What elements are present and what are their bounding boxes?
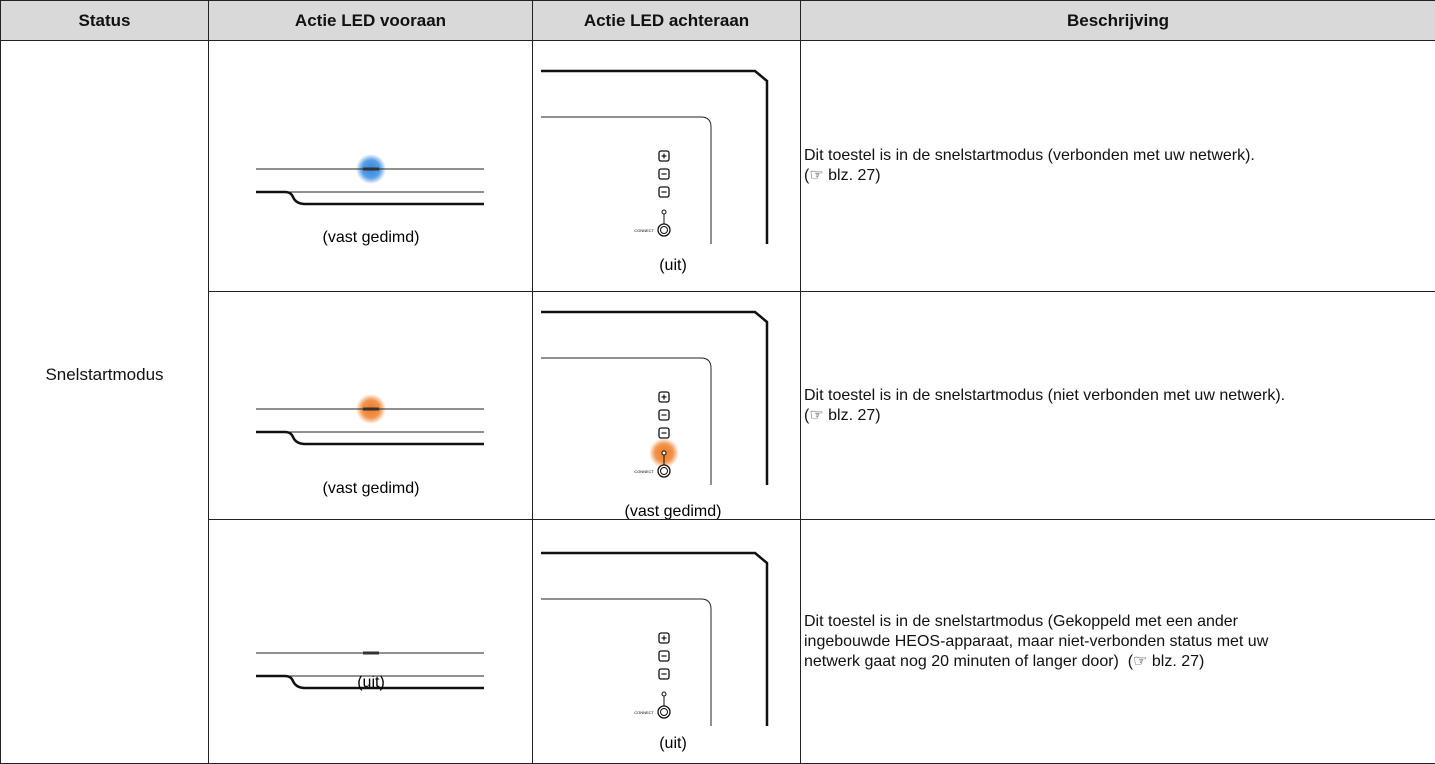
front-illustration: (vast gedimd) <box>209 292 532 519</box>
front-cell: (vast gedimd) <box>209 292 533 520</box>
front-cell: (uit) <box>209 520 533 764</box>
led-bar <box>363 652 379 655</box>
description-line: ingebouwde HEOS-apparaat, maar niet-verb… <box>804 632 1435 652</box>
description-line: (☞ blz. 27) <box>804 406 1435 426</box>
description-cell: Dit toestel is in de snelstartmodus (nie… <box>801 292 1435 520</box>
rear-cell: CONNECT (vast gedimd) <box>533 292 801 520</box>
caption: (vast gedimd) <box>323 480 420 497</box>
header-cell: Actie LED achteraan <box>533 1 801 41</box>
led-dot <box>662 692 666 696</box>
front-illustration: (vast gedimd) <box>209 41 532 291</box>
connect-button <box>658 465 670 477</box>
row: (vast gedimd) CONNECT (vast gedimd) Dit toe… <box>1 292 1435 520</box>
header-cell: Actie LED vooraan <box>209 1 533 41</box>
body-edge <box>256 432 484 444</box>
connect-label: CONNECT <box>634 710 654 715</box>
connect-button <box>658 706 670 718</box>
row: Snelstartmodus(vast gedimd)CONNECT(uit)D… <box>1 41 1435 292</box>
status-cell: Snelstartmodus <box>1 41 209 764</box>
rear-illustration: CONNECT (uit) <box>533 41 800 291</box>
front-illustration: (uit) <box>209 520 532 763</box>
led-bar <box>363 408 379 411</box>
led-bar <box>363 168 379 171</box>
led-dot <box>662 210 666 214</box>
description-cell: Dit toestel is in de snelstartmodus (ver… <box>801 41 1435 292</box>
caption: (vast gedimd) <box>323 229 420 246</box>
rear-cell: CONNECT (uit) <box>533 520 801 764</box>
connect-label: CONNECT <box>634 469 654 474</box>
caption: (uit) <box>659 735 687 752</box>
rear-outer <box>541 553 767 726</box>
caption: (uit) <box>659 257 687 274</box>
front-cell: (vast gedimd) <box>209 41 533 292</box>
description-line: Dit toestel is in de snelstartmodus (ver… <box>804 146 1435 166</box>
rear-outer <box>541 71 767 244</box>
description-line: (☞ blz. 27) <box>804 166 1435 186</box>
caption: (uit) <box>357 674 385 691</box>
body-edge <box>256 192 484 204</box>
rear-inner <box>541 358 711 485</box>
header-cell: Status <box>1 1 209 41</box>
connect-label: CONNECT <box>634 228 654 233</box>
led-dot <box>662 451 666 455</box>
rear-illustration: CONNECT (uit) <box>533 520 800 763</box>
description-cell: Dit toestel is in de snelstartmodus (Gek… <box>801 520 1435 764</box>
header-row: Status Actie LED vooraan Actie LED achte… <box>1 1 1435 41</box>
header-cell: Beschrijving <box>801 1 1435 41</box>
description-line: Dit toestel is in de snelstartmodus (nie… <box>804 386 1435 406</box>
rear-inner <box>541 117 711 244</box>
rear-cell: CONNECT (uit) <box>533 41 801 292</box>
row: (uit) CONNECT (uit) Dit toestel is in de sn… <box>1 520 1435 764</box>
description-line: netwerk gaat nog 20 minuten of langer do… <box>804 652 1435 672</box>
connect-button <box>658 224 670 236</box>
rear-inner <box>541 599 711 726</box>
rear-illustration: CONNECT (vast gedimd) <box>533 292 800 519</box>
description-line: Dit toestel is in de snelstartmodus (Gek… <box>804 612 1435 632</box>
caption: (vast gedimd) <box>625 503 722 519</box>
